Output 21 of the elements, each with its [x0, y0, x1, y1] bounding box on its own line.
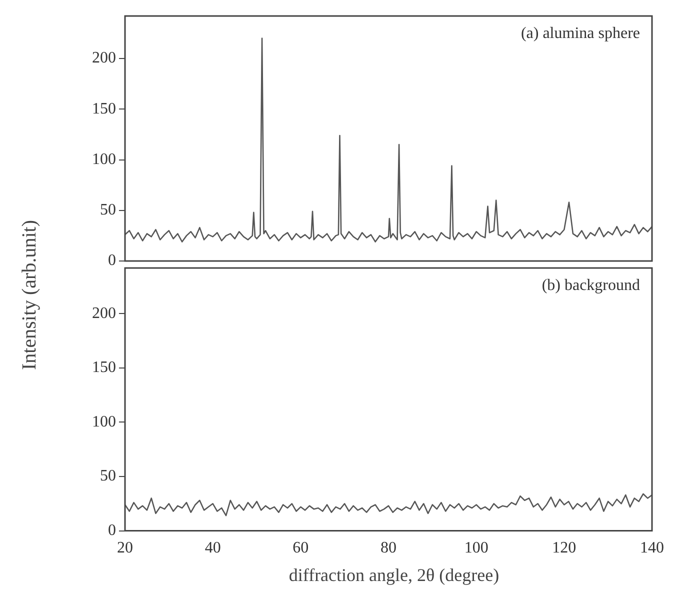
annotation: (a) alumina sphere [520, 25, 640, 42]
x-tick-label: 40 [204, 540, 221, 557]
x-tick-label: 80 [380, 540, 396, 557]
annotation: (b) background [542, 277, 640, 294]
y-tick-label: 0 [108, 522, 116, 540]
y-tick-label: 200 [92, 304, 116, 322]
x-tick-label: 20 [117, 540, 133, 557]
y-tick-label: 50 [100, 468, 116, 485]
y-tick-label: 0 [108, 252, 116, 270]
y-tick-label: 150 [92, 359, 116, 376]
y-tick-label: 150 [92, 100, 116, 118]
x-tick-label: 60 [292, 540, 309, 557]
y-tick-label: 50 [100, 202, 116, 219]
y-tick-label: 100 [92, 413, 116, 430]
y-axis-title: Intensity (arb.unit) [18, 220, 42, 370]
x-tick-label: 100 [464, 540, 488, 557]
x-tick-label: 120 [552, 540, 576, 557]
x-tick-label: 140 [640, 540, 664, 557]
y-tick-label: 100 [92, 150, 116, 168]
x-axis-title: diffraction angle, 2θ (degree) [288, 565, 500, 586]
y-tick-label: 200 [92, 50, 116, 67]
